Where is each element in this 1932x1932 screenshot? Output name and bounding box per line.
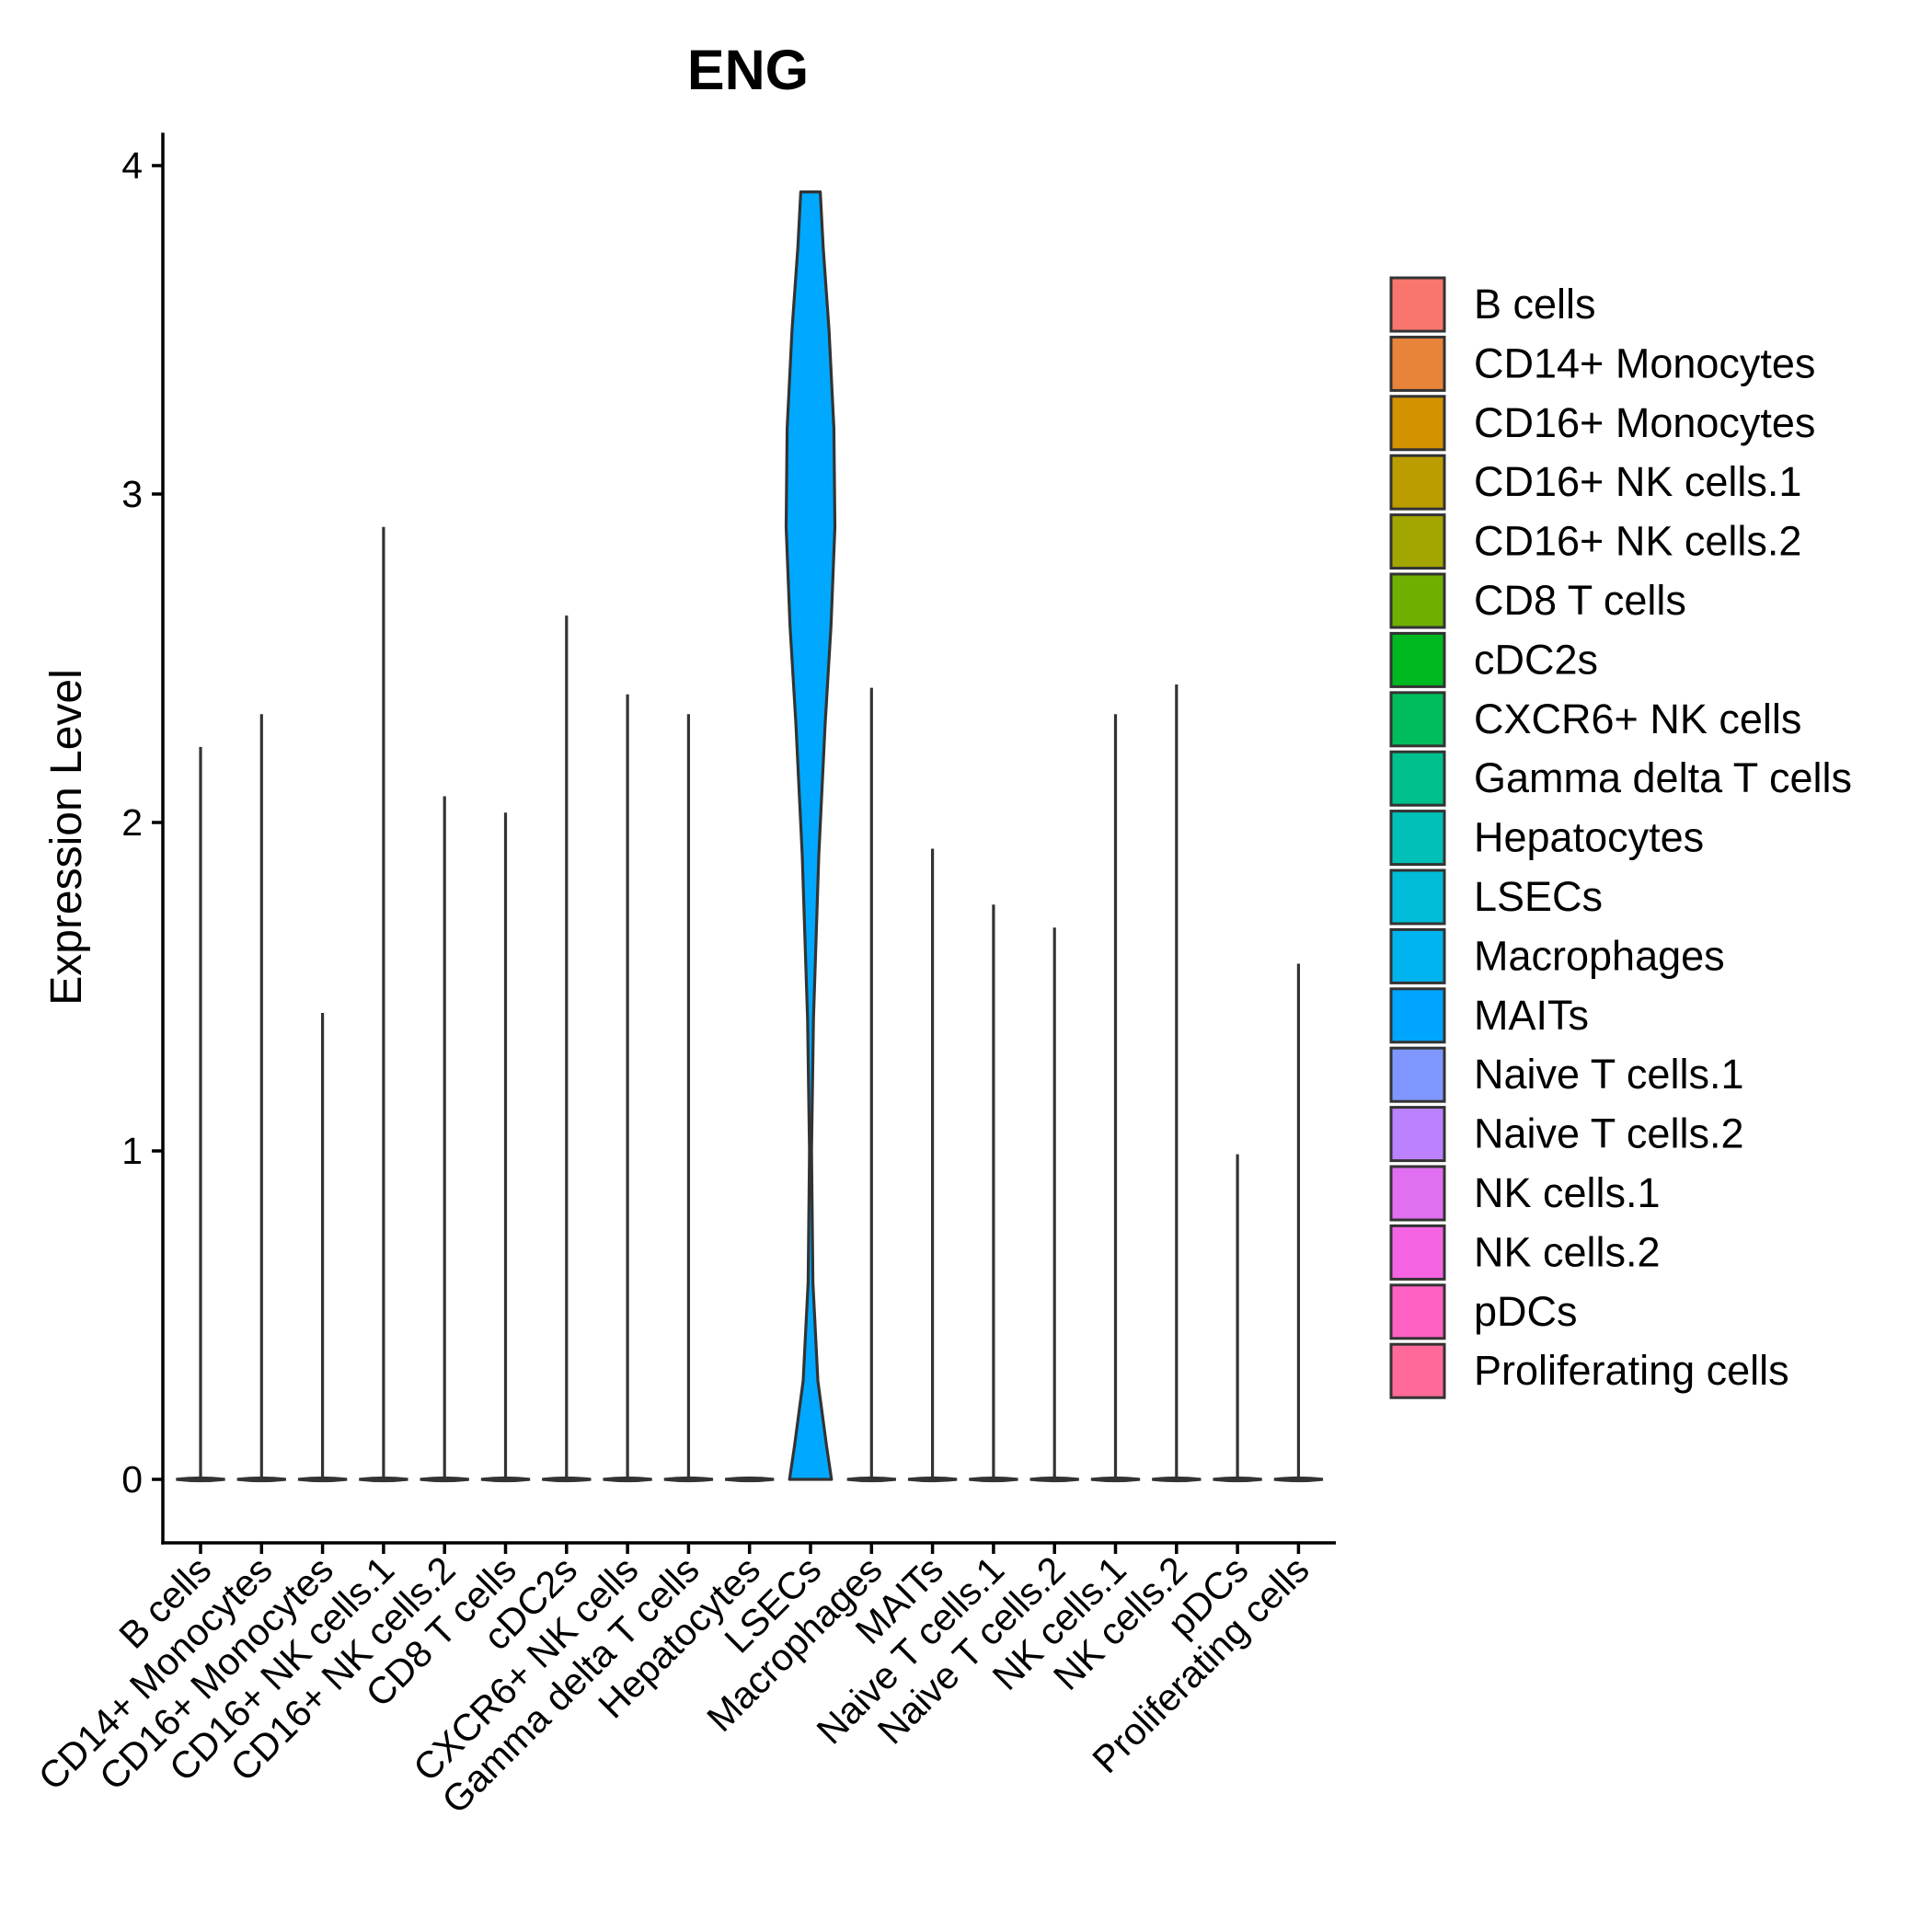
legend-item: Proliferating cells — [1389, 1342, 1789, 1399]
violin-8 — [663, 714, 714, 1483]
violin-4 — [420, 796, 469, 1483]
legend-label: LSECs — [1474, 873, 1603, 920]
legend-swatch — [1389, 868, 1446, 926]
legend-swatch — [1389, 572, 1446, 629]
legend-label: cDC2s — [1474, 636, 1598, 683]
violin-1 — [236, 714, 286, 1483]
violin-17 — [1213, 1154, 1262, 1483]
legend-swatch — [1389, 1283, 1446, 1340]
violin-5 — [480, 812, 531, 1483]
legend-swatch — [1389, 631, 1446, 688]
legend-swatch — [1389, 276, 1446, 333]
legend-label: NK cells.2 — [1474, 1228, 1661, 1275]
violin-7 — [603, 694, 652, 1483]
legend-label: CD16+ Monocytes — [1474, 399, 1815, 446]
legend-swatch — [1389, 335, 1446, 392]
legend-swatch — [1389, 395, 1446, 452]
y-tick-label: 3 — [121, 473, 143, 515]
y-axis-label: Expression Level — [42, 669, 91, 1006]
legend-item: cDC2s — [1389, 631, 1598, 688]
legend-item: B cells — [1389, 276, 1596, 333]
legend-swatch — [1389, 810, 1446, 867]
legend-item: CD16+ Monocytes — [1389, 395, 1815, 452]
legend: B cells CD14+ Monocytes CD16+ Monocytes CD1… — [1389, 276, 1852, 1399]
violin-3 — [359, 526, 408, 1483]
legend-label: CD16+ NK cells.1 — [1474, 458, 1801, 505]
legend-label: Gamma delta T cells — [1474, 754, 1852, 801]
violin-6 — [542, 615, 592, 1483]
y-tick-label: 1 — [121, 1130, 143, 1172]
legend-swatch — [1389, 691, 1446, 748]
legend-swatch — [1389, 513, 1446, 570]
legend-item: Hepatocytes — [1389, 810, 1704, 867]
violin-9 — [725, 1476, 775, 1483]
legend-swatch — [1389, 987, 1446, 1044]
legend-item: CD16+ NK cells.1 — [1389, 454, 1801, 511]
legend-label: pDCs — [1474, 1288, 1578, 1335]
y-tick-label: 0 — [121, 1458, 143, 1501]
legend-item: Gamma delta T cells — [1389, 750, 1852, 807]
violin-series — [176, 190, 1324, 1483]
legend-item: NK cells.2 — [1389, 1224, 1661, 1281]
legend-swatch — [1389, 454, 1446, 511]
legend-swatch — [1389, 750, 1446, 807]
legend-label: Hepatocytes — [1474, 814, 1704, 861]
violin-16 — [1152, 684, 1202, 1483]
legend-item: MAITs — [1389, 987, 1589, 1044]
legend-label: B cells — [1474, 281, 1596, 328]
violin-0 — [176, 746, 225, 1483]
legend-item: LSECs — [1389, 868, 1603, 926]
legend-label: Macrophages — [1474, 932, 1725, 979]
legend-swatch — [1389, 1046, 1446, 1103]
violin-11 — [846, 687, 896, 1483]
legend-item: Naive T cells.1 — [1389, 1046, 1743, 1103]
legend-item: Macrophages — [1389, 927, 1725, 984]
legend-item: CD14+ Monocytes — [1389, 335, 1815, 392]
legend-item: CD16+ NK cells.2 — [1389, 513, 1801, 570]
legend-label: Proliferating cells — [1474, 1347, 1789, 1394]
legend-label: CXCR6+ NK cells — [1474, 696, 1801, 742]
legend-label: CD8 T cells — [1474, 577, 1686, 624]
violin-15 — [1090, 714, 1141, 1483]
legend-item: NK cells.1 — [1389, 1165, 1661, 1222]
legend-item: pDCs — [1389, 1283, 1578, 1340]
legend-swatch — [1389, 927, 1446, 984]
legend-item: Naive T cells.2 — [1389, 1106, 1743, 1163]
legend-swatch — [1389, 1342, 1446, 1399]
legend-label: Naive T cells.1 — [1474, 1051, 1743, 1098]
legend-item: CXCR6+ NK cells — [1389, 691, 1801, 748]
y-tick-label: 2 — [121, 801, 143, 844]
legend-label: NK cells.1 — [1474, 1169, 1661, 1216]
legend-swatch — [1389, 1224, 1446, 1281]
legend-swatch — [1389, 1106, 1446, 1163]
legend-item: CD8 T cells — [1389, 572, 1686, 629]
legend-label: Naive T cells.2 — [1474, 1110, 1743, 1157]
legend-label: CD14+ Monocytes — [1474, 339, 1815, 386]
y-tick-label: 4 — [121, 144, 143, 187]
legend-label: CD16+ NK cells.2 — [1474, 518, 1801, 565]
chart-title: ENG — [687, 39, 809, 101]
violin-body-lsecs — [784, 190, 837, 1481]
y-axis-ticks: 0 1 2 3 4 — [121, 144, 163, 1501]
violin-2 — [297, 1013, 348, 1483]
violin-18 — [1273, 963, 1324, 1483]
violin-base — [725, 1476, 775, 1483]
violin-12 — [907, 848, 958, 1483]
violin-13 — [969, 904, 1018, 1483]
legend-label: MAITs — [1474, 992, 1589, 1039]
violin-14 — [1029, 927, 1079, 1483]
violin-10 — [784, 190, 837, 1481]
legend-swatch — [1389, 1165, 1446, 1222]
